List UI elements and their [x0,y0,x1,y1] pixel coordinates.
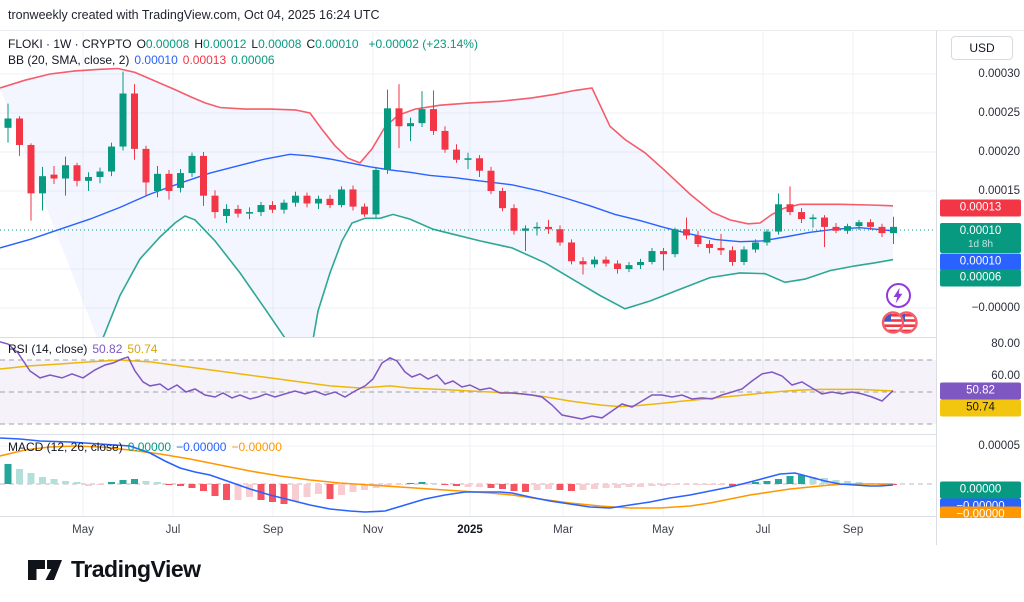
rsi-axis-label: 80.00 [991,338,1020,350]
snapshot-header: tronweekly created with TradingView.com,… [0,0,1024,30]
time-axis-label: Mar [553,524,573,536]
macd-line [0,437,894,513]
time-axis-label: Nov [362,524,384,536]
time-axis-label: May [72,524,94,536]
time-axis-label: Jul [165,524,181,536]
rsi-pane-canvas [0,337,936,434]
price-badge: 0.00013 [940,199,1021,217]
rsi-value: 50.82 [92,342,123,356]
price-badge: 0.00006 [940,269,1021,287]
price-badge: 0.00010 1d 8h [940,223,1021,253]
pane-separator [0,516,1024,517]
countdown-label: 1d 8h [967,239,994,250]
tradingview-logo[interactable]: TradingView [28,556,201,583]
time-axis[interactable]: May Jul Sep Nov 2025 Mar May Jul Sep [0,516,936,546]
price-axis-label: 0.00020 [978,146,1020,158]
rsi-badge: 50.82 [940,382,1021,400]
macd-legend-row[interactable]: MACD (12, 26, close) 0.00000 −0.00000 −0.0… [8,440,287,454]
macd-pane[interactable]: MACD (12, 26, close) 0.00000 −0.00000 −0.0… [0,434,936,516]
rsi-line [0,341,894,420]
macd-value: 0.00000 [127,440,172,454]
macd-badge: 0.00000 [940,481,1021,499]
macd-pane-canvas [0,434,936,516]
time-axis-label: May [652,524,674,536]
tradingview-logo-mark [28,559,62,580]
time-axis-label: 2025 [457,524,483,536]
macd-value: −0.00000 [231,440,282,454]
ohlc-item: L0.00008 [251,37,302,51]
currency-toggle-button[interactable]: USD [951,36,1013,60]
symbol-title[interactable]: FLOKI · 1W · CRYPTO [8,37,132,51]
time-axis-label: Sep [262,524,284,536]
ohlc-item: C0.00010 [306,37,359,51]
price-axis-label: 0.00030 [978,68,1020,80]
macd-values: 0.00000 −0.00000 −0.00000 [128,440,287,454]
price-axis-label: −0.00000 [971,302,1020,314]
page-footer: TradingView [0,545,1024,602]
plot-area: FLOKI · 1W · CRYPTO O0.00008 H0.00012 L0.0… [0,31,936,546]
time-axis-label: Jul [755,524,771,536]
bb-label[interactable]: BB (20, SMA, close, 2) [8,53,130,67]
symbol-legend-row[interactable]: FLOKI · 1W · CRYPTO O0.00008 H0.00012 L0.0… [8,37,478,51]
price-pane[interactable]: FLOKI · 1W · CRYPTO O0.00008 H0.00012 L0.0… [0,31,936,337]
rsi-value: 50.74 [127,342,158,356]
bb-value: 0.00013 [182,53,227,67]
macd-label[interactable]: MACD (12, 26, close) [8,440,123,454]
rsi-legend-row[interactable]: RSI (14, close) 50.82 50.74 [8,342,162,356]
price-badge: 0.00010 [940,253,1021,271]
rsi-label[interactable]: RSI (14, close) [8,342,88,356]
snapshot-header-text: tronweekly created with TradingView.com,… [8,8,380,22]
bb-value: 0.00010 [134,53,178,67]
price-axis[interactable]: USD 0.00030 0.00025 0.00020 0.00015 −0.00000… [936,31,1024,546]
macd-badge: −0.00000 [940,506,1021,518]
rsi-pane[interactable]: RSI (14, close) 50.82 50.74 [0,337,936,434]
bb-lower-line [102,213,894,337]
price-pane-canvas [0,31,936,337]
rsi-ma-line [0,359,894,408]
macd-value: −0.00000 [176,440,227,454]
ohlc-item: O0.00008 [136,37,190,51]
price-axis-labels: 0.00030 0.00025 0.00020 0.00015 −0.00000 80.0… [937,31,1024,518]
price-axis-label: 0.00015 [978,185,1020,197]
candles-layer [4,71,897,275]
rsi-badge: 50.74 [940,399,1021,417]
ohlc-values: O0.00008 H0.00012 L0.00008 C0.00010 [137,37,364,51]
bb-fill [0,68,893,337]
bb-values: 0.00010 0.00013 0.00006 [134,53,279,67]
macd-axis-label: 0.00005 [978,440,1020,452]
ohlc-item: H0.00012 [194,37,247,51]
rsi-values: 50.82 50.74 [92,342,162,356]
bb-basis-line [0,153,894,249]
change-value: +0.00002 (+23.14%) [368,37,478,51]
pane-separator[interactable] [0,337,1024,338]
bb-legend-row[interactable]: BB (20, SMA, close, 2) 0.00010 0.00013 0.0… [8,53,478,67]
time-axis-label: Sep [842,524,864,536]
price-axis-label: 0.00025 [978,107,1020,119]
pane-separator[interactable] [0,434,1024,435]
bb-value: 0.00006 [231,53,275,67]
tradingview-wordmark: TradingView [71,556,201,582]
chart-widget: FLOKI · 1W · CRYPTO O0.00008 H0.00012 L0.0… [0,30,1024,547]
bb-upper-line [0,67,894,225]
rsi-axis-label: 60.00 [991,370,1020,382]
